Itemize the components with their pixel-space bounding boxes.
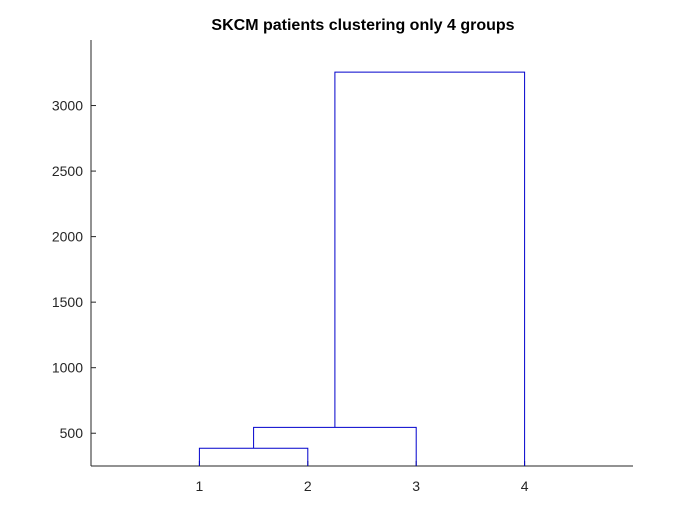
y-tick-label: 2000	[52, 229, 83, 245]
x-tick-label: 4	[521, 478, 529, 494]
x-tick-label: 3	[412, 478, 420, 494]
x-tick-label: 2	[304, 478, 312, 494]
y-tick-label: 500	[60, 425, 84, 441]
x-tick-label: 1	[196, 478, 204, 494]
dendrogram-link-1-2-3-4	[334, 71, 526, 466]
dendrogram-link-1-2-3	[253, 426, 417, 466]
y-tick-label: 1000	[52, 360, 83, 376]
y-tick-label: 1500	[52, 294, 83, 310]
chart-title: SKCM patients clustering only 4 groups	[211, 17, 514, 34]
y-tick-label: 2500	[52, 163, 83, 179]
dendrogram-links	[198, 71, 526, 466]
dendrogram-link-1-2	[198, 447, 309, 466]
axes: 500 1000 1500 2000 2500 3000 1 2 3 4	[52, 40, 633, 494]
y-tick-label: 3000	[52, 98, 83, 114]
